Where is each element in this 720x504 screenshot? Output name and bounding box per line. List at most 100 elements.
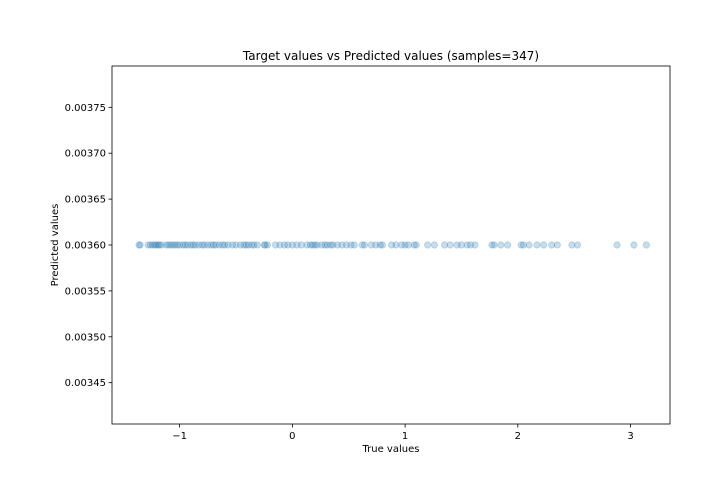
data-point-58 xyxy=(318,241,326,249)
data-point-99 xyxy=(548,241,556,249)
data-point-48 xyxy=(280,241,289,249)
data-point-27 xyxy=(207,241,215,249)
data-point-49 xyxy=(284,241,292,249)
data-point-96 xyxy=(525,241,533,249)
data-point-55 xyxy=(309,241,317,249)
data-point-83 xyxy=(440,241,449,249)
data-point-88 xyxy=(466,241,475,249)
data-point-76 xyxy=(398,241,406,249)
x-tick-label-1: 0 xyxy=(289,431,295,442)
data-point-92 xyxy=(497,241,505,249)
data-point-26 xyxy=(204,241,212,249)
data-point-17 xyxy=(179,241,187,249)
y-axis-label: Predicted values xyxy=(50,204,61,287)
data-point-103 xyxy=(613,241,621,249)
data-point-4 xyxy=(148,241,157,249)
data-point-41 xyxy=(250,241,258,249)
data-point-98 xyxy=(540,241,548,249)
data-point-45 xyxy=(263,241,272,249)
y-tick-label-3: 0.00360 xyxy=(65,241,106,252)
y-axis: 0.00345 0.00350 0.00355 0.00360 0.00365 0.003… xyxy=(65,103,112,389)
data-point-105 xyxy=(642,241,650,249)
data-point-74 xyxy=(387,241,396,249)
data-point-57 xyxy=(313,241,321,249)
y-tick-label-4: 0.00365 xyxy=(65,195,106,206)
data-point-64 xyxy=(338,241,346,249)
data-point-85 xyxy=(453,241,461,249)
data-point-62 xyxy=(329,241,337,249)
x-tick-label-0: −1 xyxy=(172,431,187,442)
data-point-78 xyxy=(404,241,413,249)
data-point-44 xyxy=(261,241,269,249)
data-point-20 xyxy=(187,241,195,249)
data-point-51 xyxy=(293,241,301,249)
chart-title: Target values vs Predicted values (sampl… xyxy=(242,49,539,63)
data-point-94 xyxy=(517,241,525,249)
data-point-63 xyxy=(333,241,342,249)
data-point-12 xyxy=(167,241,175,249)
data-point-16 xyxy=(176,241,184,249)
data-point-46 xyxy=(271,241,280,249)
data-point-47 xyxy=(276,241,284,249)
data-point-3 xyxy=(146,241,154,249)
data-point-15 xyxy=(173,241,181,249)
data-point-70 xyxy=(367,241,375,249)
data-point-81 xyxy=(424,241,432,249)
data-point-23 xyxy=(195,241,203,249)
y-tick-label-5: 0.00370 xyxy=(65,149,106,160)
data-point-39 xyxy=(244,241,252,249)
data-point-100 xyxy=(553,241,561,249)
data-point-28 xyxy=(209,241,218,249)
data-point-11 xyxy=(164,241,172,249)
data-point-40 xyxy=(248,241,256,249)
x-tick-label-2: 1 xyxy=(402,431,408,442)
data-point-5 xyxy=(151,241,159,249)
data-point-53 xyxy=(303,241,311,249)
data-point-66 xyxy=(347,241,355,249)
data-point-101 xyxy=(568,241,576,249)
data-point-13 xyxy=(169,241,177,249)
data-point-86 xyxy=(457,241,466,249)
data-point-54 xyxy=(306,241,314,249)
data-point-33 xyxy=(224,241,232,249)
data-point-82 xyxy=(430,241,438,249)
data-point-14 xyxy=(171,241,179,249)
data-point-31 xyxy=(218,241,227,249)
data-point-89 xyxy=(471,241,479,249)
data-point-97 xyxy=(533,241,541,249)
data-point-71 xyxy=(372,241,380,249)
data-point-95 xyxy=(519,241,528,249)
data-point-30 xyxy=(215,241,223,249)
data-point-60 xyxy=(323,241,331,249)
data-point-72 xyxy=(376,241,384,249)
data-point-102 xyxy=(573,241,582,249)
points-layer xyxy=(135,241,650,249)
data-point-77 xyxy=(401,241,409,249)
data-point-69 xyxy=(360,241,369,249)
data-point-19 xyxy=(183,241,192,249)
data-point-79 xyxy=(410,241,418,249)
data-point-7 xyxy=(154,241,162,249)
data-point-10 xyxy=(162,241,170,249)
data-point-34 xyxy=(229,241,237,249)
data-point-104 xyxy=(630,241,638,249)
data-point-8 xyxy=(155,241,163,249)
data-point-2 xyxy=(144,241,152,249)
x-axis: −1 0 1 2 3 xyxy=(172,424,634,442)
data-point-25 xyxy=(200,241,209,249)
x-axis-label: True values xyxy=(362,444,420,455)
data-point-42 xyxy=(253,241,262,249)
data-point-35 xyxy=(232,241,240,249)
x-tick-label-3: 2 xyxy=(515,431,521,442)
data-point-1 xyxy=(136,241,144,249)
data-point-59 xyxy=(321,241,329,249)
data-point-65 xyxy=(342,241,351,249)
data-point-67 xyxy=(350,241,358,249)
y-tick-label-2: 0.00355 xyxy=(65,286,106,297)
data-point-75 xyxy=(392,241,400,249)
data-point-21 xyxy=(189,241,197,249)
data-point-93 xyxy=(504,241,512,249)
data-point-56 xyxy=(311,241,319,249)
data-point-22 xyxy=(191,241,200,249)
